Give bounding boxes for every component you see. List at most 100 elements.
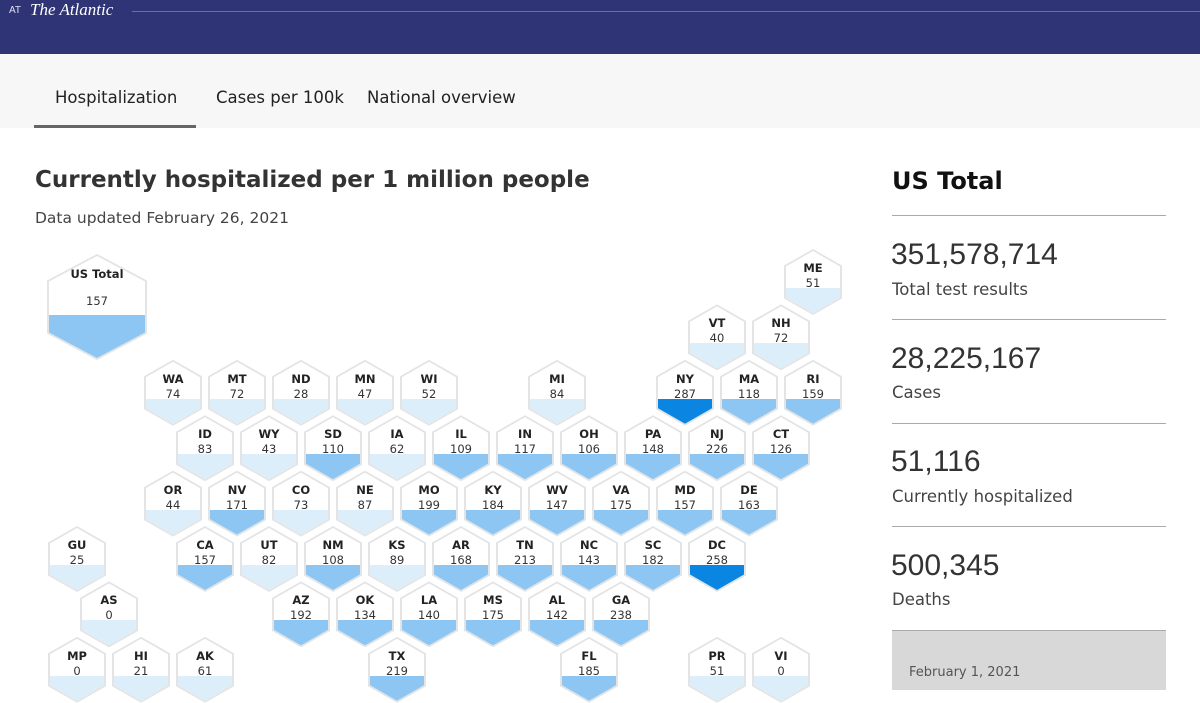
hex-value: 25 xyxy=(69,553,85,567)
hex-value: 0 xyxy=(777,663,785,678)
hex-value: 134 xyxy=(354,608,376,623)
tab-hospitalization[interactable]: Hospitalization xyxy=(55,88,178,107)
hex-ar[interactable]: AR 168 xyxy=(432,526,490,592)
hex-nh[interactable]: NH 72 xyxy=(752,304,810,371)
hex-ga[interactable]: GA 238 xyxy=(592,581,650,648)
hex-label: MP xyxy=(67,648,87,663)
hex-nc[interactable]: NC 143 xyxy=(560,526,618,592)
hex-ny[interactable]: NY 287 xyxy=(656,359,714,426)
value-fill xyxy=(626,454,680,480)
hex-label: OH xyxy=(579,427,599,442)
hex-pr[interactable]: PR 51 xyxy=(688,636,746,703)
hex-label: IA xyxy=(390,427,404,442)
hex-mn[interactable]: MN 47 xyxy=(336,359,394,426)
hex-tx[interactable]: TX 219 xyxy=(368,636,426,703)
hex-label: MT xyxy=(227,371,247,386)
value-fill xyxy=(50,675,104,701)
tab-national-overview[interactable]: National overview xyxy=(367,88,516,107)
value-fill xyxy=(370,565,424,590)
hex-ms[interactable]: MS 175 xyxy=(464,581,522,648)
hex-fl[interactable]: FL 185 xyxy=(560,636,618,703)
hex-label: NV xyxy=(227,482,247,497)
hex-ky[interactable]: KY 184 xyxy=(464,470,522,537)
hex-nv[interactable]: NV 171 xyxy=(208,470,266,537)
hex-mt[interactable]: MT 72 xyxy=(208,359,266,426)
hex-label: CT xyxy=(772,427,790,442)
hex-sd[interactable]: SD 110 xyxy=(304,415,362,482)
hex-as[interactable]: AS 0 xyxy=(80,581,138,648)
value-fill xyxy=(178,675,232,701)
hex-in[interactable]: IN 117 xyxy=(496,415,554,482)
value-fill xyxy=(338,620,392,646)
hex-mi[interactable]: MI 84 xyxy=(528,359,586,426)
hex-label: KS xyxy=(388,538,406,552)
hex-co[interactable]: CO 73 xyxy=(272,470,330,537)
hex-ak[interactable]: AK 61 xyxy=(176,636,234,703)
hex-mp[interactable]: MP 0 xyxy=(48,636,106,703)
hex-id[interactable]: ID 83 xyxy=(176,415,234,482)
value-fill xyxy=(498,454,552,480)
hex-hi[interactable]: HI 21 xyxy=(112,636,170,703)
hex-de[interactable]: DE 163 xyxy=(720,470,778,537)
hex-wv[interactable]: WV 147 xyxy=(528,470,586,537)
tab-cases-per-100k[interactable]: Cases per 100k xyxy=(216,88,344,107)
hex-nj[interactable]: NJ 226 xyxy=(688,415,746,482)
hex-wy[interactable]: WY 43 xyxy=(240,415,298,482)
value-fill xyxy=(274,620,328,646)
hex-label: US Total xyxy=(70,267,124,281)
hex-gu[interactable]: GU 25 xyxy=(48,526,106,592)
hex-sc[interactable]: SC 182 xyxy=(624,526,682,592)
hex-ok[interactable]: OK 134 xyxy=(336,581,394,648)
atlantic-logo[interactable]: The Atlantic xyxy=(30,0,114,19)
hex-value: 52 xyxy=(421,386,437,401)
hex-dc[interactable]: DC 258 xyxy=(688,526,746,592)
hex-me[interactable]: ME 51 xyxy=(784,249,842,315)
value-fill xyxy=(754,343,808,369)
hex-nm[interactable]: NM 108 xyxy=(304,526,362,592)
hex-al[interactable]: AL 142 xyxy=(528,581,586,648)
hex-value: 89 xyxy=(389,553,405,567)
hex-md[interactable]: MD 157 xyxy=(656,470,714,537)
hex-label: WY xyxy=(258,427,280,442)
hex-oh[interactable]: OH 106 xyxy=(560,415,618,482)
hex-ks[interactable]: KS 89 xyxy=(368,526,426,592)
hex-or[interactable]: OR 44 xyxy=(144,470,202,537)
divider xyxy=(892,215,1166,216)
hex-vi[interactable]: VI 0 xyxy=(752,636,810,703)
hex-wi[interactable]: WI 52 xyxy=(400,359,458,426)
hex-ma[interactable]: MA 118 xyxy=(720,359,778,426)
divider xyxy=(892,526,1166,527)
hex-la[interactable]: LA 140 xyxy=(400,581,458,648)
hex-ne[interactable]: NE 87 xyxy=(336,470,394,537)
hex-vt[interactable]: VT 40 xyxy=(688,304,746,371)
hex-value: 157 xyxy=(86,294,108,308)
hex-value: 140 xyxy=(418,608,440,623)
hex-nd[interactable]: ND 28 xyxy=(272,359,330,426)
value-fill xyxy=(690,565,744,590)
hex-label: MO xyxy=(418,482,440,497)
hex-us-total[interactable]: US Total 157 xyxy=(47,254,147,360)
value-fill xyxy=(434,454,488,480)
hex-wa[interactable]: WA 74 xyxy=(144,359,202,426)
hex-mo[interactable]: MO 199 xyxy=(400,470,458,537)
hex-ca[interactable]: CA 157 xyxy=(176,526,234,592)
value-fill xyxy=(49,315,145,358)
hex-ia[interactable]: IA 62 xyxy=(368,415,426,482)
hex-tn[interactable]: TN 213 xyxy=(496,526,554,592)
hex-value: 0 xyxy=(105,608,113,623)
hex-pa[interactable]: PA 148 xyxy=(624,415,682,482)
hex-az[interactable]: AZ 192 xyxy=(272,581,330,648)
hex-ct[interactable]: CT 126 xyxy=(752,415,810,482)
value-fill xyxy=(530,398,584,424)
hex-ut[interactable]: UT 82 xyxy=(240,526,298,592)
hex-label: FL xyxy=(581,648,597,663)
value-fill xyxy=(210,398,264,424)
divider xyxy=(892,319,1166,320)
hex-il[interactable]: IL 109 xyxy=(432,415,490,482)
hex-va[interactable]: VA 175 xyxy=(592,470,650,537)
hex-ri[interactable]: RI 159 xyxy=(784,359,842,426)
hex-label: ID xyxy=(198,427,212,442)
stat-cases-value: 28,225,167 xyxy=(891,342,1042,375)
stat-cases-label: Cases xyxy=(892,383,941,402)
hex-label: TN xyxy=(516,538,534,552)
